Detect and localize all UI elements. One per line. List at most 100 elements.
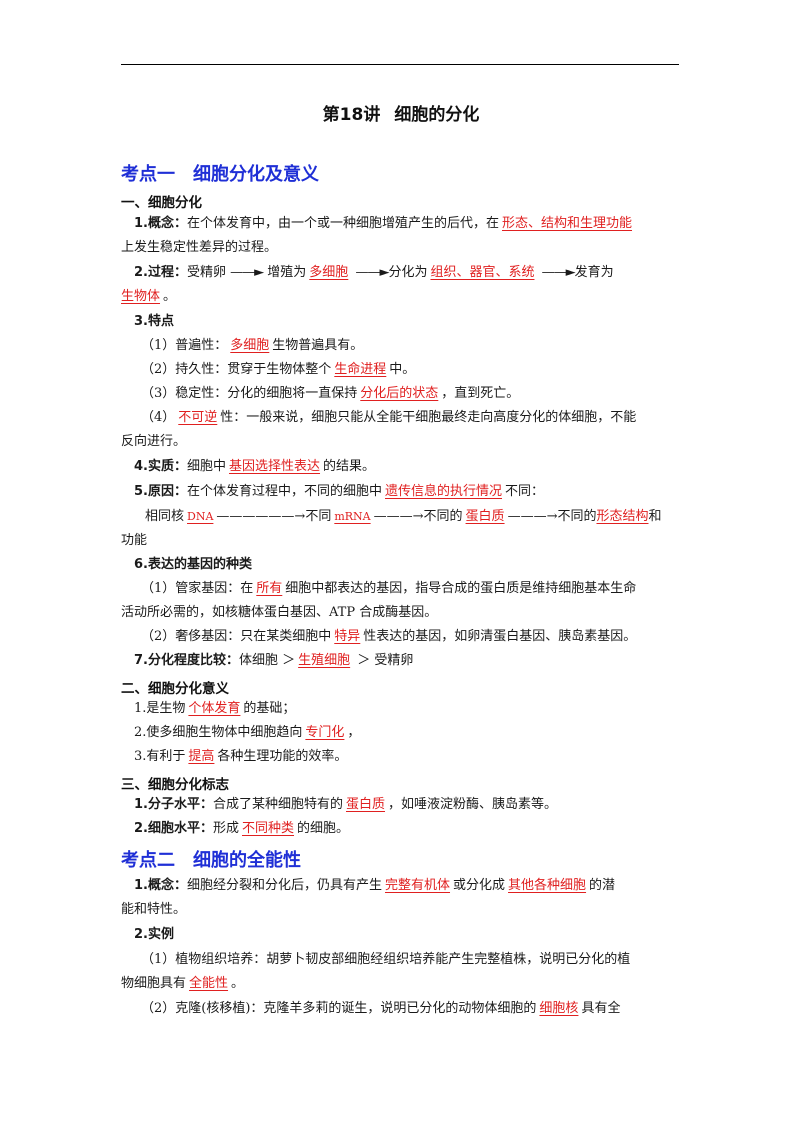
- text: 性：一般来说，细胞只能从全能干细胞最终走向高度分化的体细胞，不能: [220, 410, 637, 425]
- answer-blank: 多细胞: [230, 338, 270, 353]
- cause-chain-cont: 功能: [121, 533, 148, 548]
- text: 或分化成: [453, 878, 506, 893]
- subsection-title: 二、细胞分化意义: [121, 681, 229, 697]
- text: 形成: [212, 821, 239, 836]
- text: （2）克隆(核移植)：克隆羊多莉的诞生，说明已分化的动物体细胞的: [141, 1001, 537, 1016]
- text: 的细胞。: [297, 821, 350, 836]
- section-heading-2: 考点二 细胞的全能性: [121, 846, 301, 872]
- text: （1）管家基因：在: [141, 581, 254, 596]
- text: （2）奢侈基因：只在某类细胞中: [141, 629, 332, 644]
- process-line: 2.过程：受精卵 ——► 增殖为 多细胞 ——►分化为 组织、器官、系统 ——►发育…: [121, 261, 696, 285]
- answer-blank: 提高: [188, 749, 215, 764]
- arrow-icon: ——►: [355, 265, 389, 280]
- text: ，: [347, 725, 361, 740]
- text: 的基础；: [243, 701, 296, 716]
- answer-blank: 遗传信息的执行情况: [385, 484, 503, 499]
- answer-blank: 生殖细胞: [298, 653, 351, 668]
- answer-blank: 多细胞: [309, 265, 349, 280]
- answer-blank: 专门化: [305, 725, 345, 740]
- gene-types-title: 6.表达的基因的种类: [134, 557, 252, 572]
- answer-blank: 特异: [334, 629, 361, 644]
- item-label: 2.过程：: [134, 265, 187, 280]
- answer-blank: 生物体: [121, 289, 161, 304]
- text: 增殖为: [267, 265, 307, 280]
- section-heading-1: 考点一 细胞分化及意义: [121, 160, 319, 186]
- item-label: 7.分化程度比较：: [134, 653, 239, 668]
- meaning-item: 2.使多细胞生物体中细胞趋向 专门化，: [121, 721, 696, 745]
- arrow-icon: ——————→: [216, 509, 306, 524]
- text: ＞ 受精卵: [357, 653, 414, 668]
- item-label: 2.细胞水平：: [134, 821, 213, 836]
- answer-blank: 所有: [256, 581, 283, 596]
- subsection-title: 一、细胞分化: [121, 195, 202, 211]
- text: 细胞中都表达的基因，指导合成的蛋白质是维持细胞基本生命: [285, 581, 637, 596]
- answer-blank: 全能性: [189, 976, 229, 991]
- text: 不同：: [505, 484, 545, 499]
- answer-blank: 蛋白质: [346, 797, 386, 812]
- text: 的潜: [589, 878, 616, 893]
- example-item-cont: 物细胞具有 全能性。: [121, 972, 683, 996]
- totipotency-concept-cont: 能和特性。: [121, 902, 187, 917]
- text: 各种生理功能的效率。: [217, 749, 348, 764]
- text: （3）稳定性：分化的细胞将一直保持: [141, 386, 358, 401]
- text: 和: [648, 509, 662, 524]
- item-label: 1.概念：: [134, 216, 187, 231]
- gene-type-item: （2）奢侈基因：只在某类细胞中 特异 性表达的基因，如卵清蛋白基因、胰岛素基因。: [121, 625, 703, 649]
- heading-text: 细胞分化及意义: [193, 164, 319, 185]
- answer-blank: 不同种类: [242, 821, 295, 836]
- concept-line: 1.概念：在个体发育中，由一个或一种细胞增殖产生的后代，在 形态、结构和生理功能: [121, 212, 696, 236]
- arrow-icon: ——►: [541, 265, 576, 280]
- heading-number: 考点二: [121, 850, 175, 871]
- marker-item: 1.分子水平：合成了某种细胞特有的 蛋白质 ，如唾液淀粉酶、胰岛素等。: [121, 793, 696, 817]
- text: 分化为: [388, 265, 428, 280]
- item-label: 1.分子水平：: [134, 797, 213, 812]
- subsection-title: 三、细胞分化标志: [121, 777, 229, 793]
- answer-blank: mRNA: [334, 510, 371, 523]
- text: （1）普遍性：: [141, 338, 228, 353]
- essence-line: 4.实质：细胞中 基因选择性表达 的结果。: [121, 455, 696, 479]
- item-label: 1.概念：: [134, 878, 187, 893]
- text: 生物普遍具有。: [272, 338, 364, 353]
- concept-line-cont: 上发生稳定性差异的过程。: [121, 240, 278, 255]
- feature-item: （2）持久性：贯穿于生物体整个 生命进程 中。: [121, 358, 703, 382]
- answer-blank: 个体发育: [188, 701, 241, 716]
- text: 中。: [389, 362, 416, 377]
- answer-blank: 其他各种细胞: [508, 878, 587, 893]
- degree-compare-line: 7.分化程度比较：体细胞 ＞生殖细胞 ＞ 受精卵: [121, 649, 696, 673]
- answer-blank: 分化后的状态: [360, 386, 439, 401]
- header-rule: [121, 64, 679, 65]
- text: 在个体发育中，由一个或一种细胞增殖产生的后代，在: [186, 216, 499, 231]
- text: 不同的: [423, 509, 463, 524]
- arrow-icon: ———→: [373, 509, 424, 524]
- text: 性表达的基因，如卵清蛋白基因、胰岛素基因。: [363, 629, 637, 644]
- meaning-item: 3.有利于 提高 各种生理功能的效率。: [121, 745, 696, 769]
- answer-blank: 蛋白质: [465, 509, 505, 524]
- text: 。: [231, 976, 245, 991]
- example-item: （2）克隆(核移植)：克隆羊多莉的诞生，说明已分化的动物体细胞的 细胞核 具有全: [121, 997, 703, 1021]
- answer-blank: DNA: [187, 510, 214, 523]
- arrow-icon: ——►: [230, 265, 264, 280]
- answer-blank: 不可逆: [178, 410, 218, 425]
- text: 具有全: [581, 1001, 621, 1016]
- cause-chain: 相同核 DNA ——————→不同 mRNA ———→不同的 蛋白质 ———→不同的形态结构…: [121, 505, 707, 529]
- text: 物细胞具有: [121, 976, 187, 991]
- gene-type-item: （1）管家基因：在 所有 细胞中都表达的基因，指导合成的蛋白质是维持细胞基本生命: [121, 577, 703, 601]
- text: 细胞经分裂和分化后，仍具有产生: [186, 878, 382, 893]
- example-item: （1）植物组织培养：胡萝卜韧皮部细胞经组织培养能产生完整植株，说明已分化的植: [141, 952, 631, 967]
- feature-item: （4） 不可逆 性：一般来说，细胞只能从全能干细胞最终走向高度分化的体细胞，不能: [121, 406, 703, 430]
- answer-blank: 组织、器官、系统: [430, 265, 535, 280]
- item-label: 5.原因：: [134, 484, 187, 499]
- meaning-item: 1.是生物 个体发育 的基础；: [121, 697, 696, 721]
- text: ，如唾液淀粉酶、胰岛素等。: [388, 797, 558, 812]
- item-label: 4.实质：: [134, 459, 187, 474]
- title-number: 第18讲: [322, 105, 381, 125]
- feature-item: （3）稳定性：分化的细胞将一直保持 分化后的状态 ，直到死亡。: [121, 382, 703, 406]
- heading-number: 考点一: [121, 164, 175, 185]
- text: 受精卵: [186, 265, 226, 280]
- answer-blank: 完整有机体: [385, 878, 451, 893]
- title-text: 细胞的分化: [394, 105, 480, 125]
- text: 发育为: [574, 265, 614, 280]
- answer-blank: 基因选择性表达: [229, 459, 321, 474]
- text: 在个体发育过程中，不同的细胞中: [186, 484, 382, 499]
- text: ，直到死亡。: [441, 386, 520, 401]
